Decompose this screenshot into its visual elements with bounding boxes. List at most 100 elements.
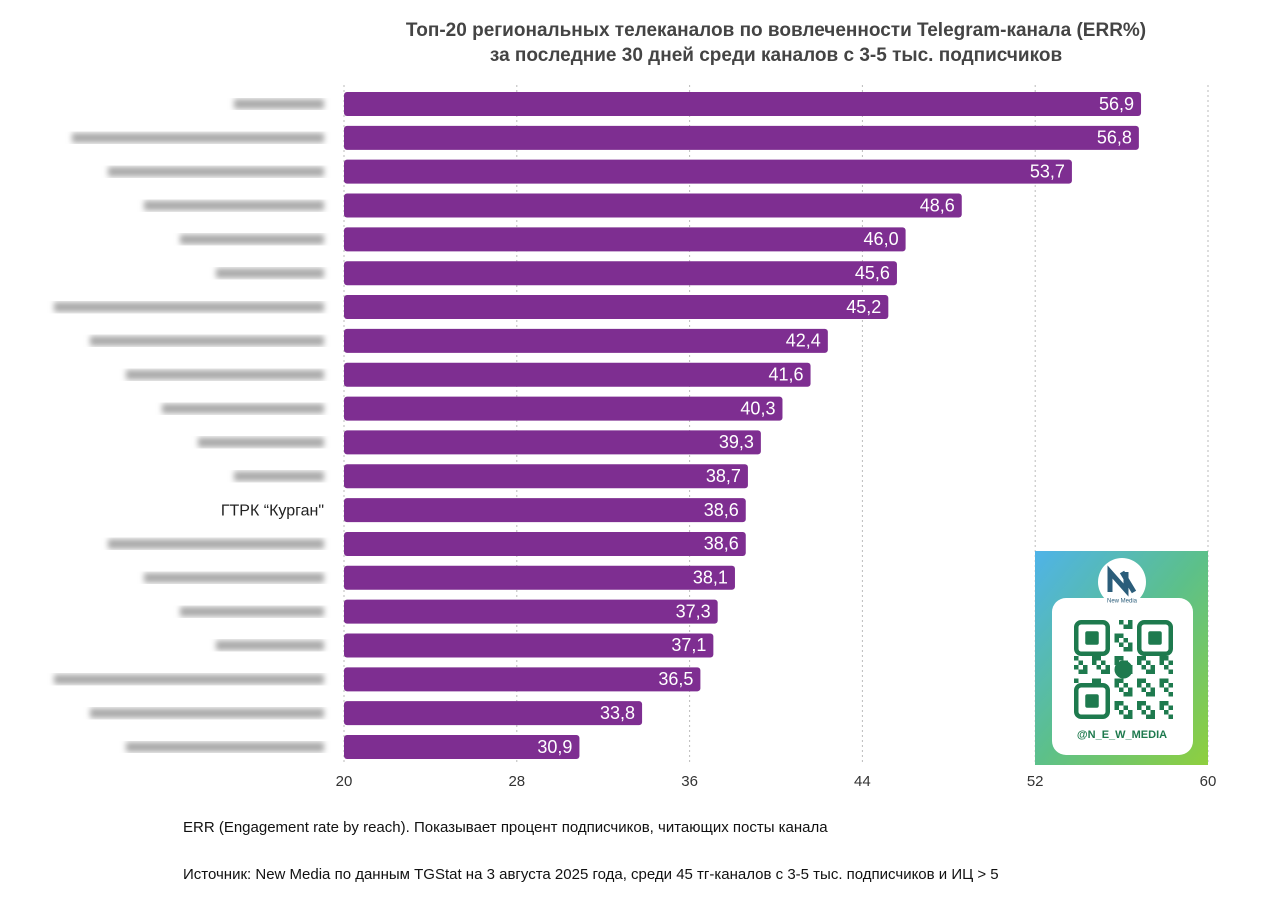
bar — [344, 125, 1139, 150]
qr-cell — [1141, 710, 1146, 715]
qr-cell — [1119, 710, 1124, 715]
chart-title: Топ-20 региональных телеканалов по вовле… — [406, 20, 1146, 41]
blurred-label — [108, 538, 324, 549]
footnote: ERR (Engagement rate by reach). Показыва… — [183, 819, 828, 836]
qr-cell — [1078, 669, 1083, 674]
qr-cell — [1123, 714, 1128, 719]
bar — [344, 531, 746, 556]
qr-cell — [1128, 624, 1133, 629]
qr-cell — [1119, 687, 1124, 692]
qr-cell — [1114, 638, 1119, 643]
qr-cell — [1146, 705, 1151, 710]
x-tick-label: 44 — [854, 773, 871, 790]
qr-cell — [1137, 678, 1142, 683]
blurred-label — [216, 640, 324, 651]
bar — [344, 396, 783, 421]
value-label: 45,2 — [846, 297, 881, 317]
logo-mark — [1107, 565, 1137, 597]
value-label: 56,9 — [1099, 94, 1134, 114]
source-note: Источник: New Media по данным TGStat на … — [183, 866, 999, 883]
qr-cell — [1159, 683, 1164, 688]
qr-cell — [1114, 660, 1119, 665]
qr-cell — [1137, 656, 1142, 661]
qr-cell — [1119, 678, 1124, 683]
qr-cell — [1146, 714, 1151, 719]
value-label: 39,3 — [719, 432, 754, 452]
value-label: 36,5 — [658, 669, 693, 689]
qr-cell — [1164, 665, 1169, 670]
value-label: 45,6 — [855, 263, 890, 283]
bar — [344, 295, 889, 320]
qr-cell — [1141, 656, 1146, 661]
qr-cell — [1119, 642, 1124, 647]
qr-cell — [1137, 660, 1142, 665]
qr-cell — [1078, 660, 1083, 665]
qr-cell — [1128, 710, 1133, 715]
qr-finder — [1074, 620, 1110, 656]
qr-cell — [1168, 683, 1173, 688]
value-label: 48,6 — [920, 195, 955, 215]
qr-cell — [1092, 656, 1097, 661]
blurred-label — [144, 200, 324, 211]
qr-cell — [1128, 647, 1133, 652]
qr-cell — [1114, 678, 1119, 683]
qr-cell — [1119, 633, 1124, 638]
bar — [344, 328, 828, 353]
qr-cell — [1083, 665, 1088, 670]
qr-cell — [1123, 624, 1128, 629]
qr-cell — [1128, 620, 1133, 625]
qr-cell — [1137, 683, 1142, 688]
qr-cell — [1164, 678, 1169, 683]
qr-finder-core — [1085, 694, 1099, 708]
bar — [344, 735, 580, 759]
qr-finder — [1074, 683, 1110, 719]
qr-badge: New Media @N_E_W_MEDIA — [1035, 551, 1208, 765]
blurred-label — [90, 708, 324, 719]
bar — [344, 227, 906, 252]
blurred-label — [162, 403, 324, 414]
qr-cell — [1168, 692, 1173, 697]
qr-cell — [1123, 683, 1128, 688]
qr-cell — [1114, 633, 1119, 638]
qr-cell — [1074, 656, 1079, 661]
qr-cell — [1150, 692, 1155, 697]
qr-cell — [1168, 705, 1173, 710]
blurred-label — [72, 132, 324, 143]
bar — [344, 667, 701, 692]
value-label: 46,0 — [864, 229, 899, 249]
qr-cell — [1150, 687, 1155, 692]
qr-cell — [1150, 710, 1155, 715]
bar — [344, 701, 643, 726]
blurred-label — [144, 572, 324, 583]
blurred-label — [54, 302, 324, 313]
value-label: 38,1 — [693, 568, 728, 588]
blurred-label — [180, 606, 324, 617]
badge-handle: @N_E_W_MEDIA — [1077, 729, 1167, 741]
bar — [344, 430, 761, 455]
qr-cell — [1141, 678, 1146, 683]
qr-cell — [1141, 687, 1146, 692]
qr-cell — [1159, 701, 1164, 706]
bar — [344, 565, 735, 590]
qr-cell — [1096, 678, 1101, 683]
blurred-label — [126, 742, 324, 752]
x-tick-label: 36 — [681, 773, 698, 790]
blurred-label — [216, 268, 324, 279]
value-label: 41,6 — [769, 364, 804, 384]
qr-finder — [1137, 620, 1173, 656]
bar — [344, 193, 962, 218]
value-label: 33,8 — [600, 703, 635, 723]
bar — [344, 261, 897, 286]
bar — [344, 633, 714, 658]
bar — [344, 92, 1142, 116]
qr-cell — [1164, 656, 1169, 661]
qr-cell — [1128, 692, 1133, 697]
blurred-label — [198, 437, 324, 448]
blurred-label — [234, 99, 324, 109]
x-tick-label: 52 — [1027, 773, 1044, 790]
qr-cell — [1119, 701, 1124, 706]
qr-cell — [1141, 665, 1146, 670]
qr-cell — [1074, 678, 1079, 683]
blurred-label — [54, 674, 324, 685]
qr-cell — [1141, 701, 1146, 706]
